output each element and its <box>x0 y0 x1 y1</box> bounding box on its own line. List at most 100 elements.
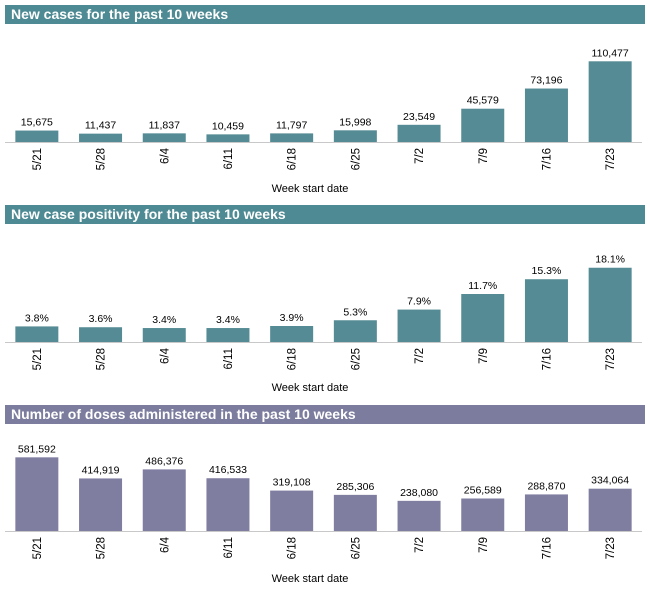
bar-7/2 <box>397 124 441 142</box>
x-tick-label: 6/25 <box>350 348 362 370</box>
data-label: 256,589 <box>464 484 502 496</box>
data-label: 581,592 <box>18 443 56 455</box>
bar-7/23 <box>588 488 632 531</box>
bar-7/16 <box>524 279 568 342</box>
x-tick-label: 7/23 <box>605 348 617 370</box>
bar-5/28 <box>79 133 123 142</box>
data-label: 110,477 <box>592 47 629 59</box>
data-label: 5.3% <box>343 306 367 318</box>
data-label: 11,797 <box>276 119 307 131</box>
chart-doses: 581,592 5/21 414,919 5/28 486,376 6/4 416,533 6… <box>5 443 642 559</box>
x-tick-label: 6/11 <box>223 537 235 559</box>
x-tick-label: 6/11 <box>223 148 235 170</box>
x-tick-label: 7/9 <box>478 537 490 553</box>
chart-panel-positivity: New case positivity for the past 10 week… <box>0 205 650 400</box>
data-label: 319,108 <box>273 477 311 489</box>
bar-6/4 <box>142 328 186 342</box>
bar-6/25 <box>333 130 377 142</box>
data-label: 23,549 <box>403 111 435 123</box>
bar-7/23 <box>588 267 632 342</box>
x-tick-label: 6/18 <box>287 537 299 559</box>
x-tick-label: 7/23 <box>605 148 617 170</box>
x-tick-label: 6/25 <box>350 537 362 559</box>
x-tick-label: 5/28 <box>96 537 108 559</box>
x-tick-label: 7/16 <box>541 537 553 559</box>
x-tick-label: 5/28 <box>96 348 108 370</box>
data-label: 11,437 <box>85 120 116 132</box>
x-tick-label: 6/18 <box>287 148 299 170</box>
x-tick-label: 7/16 <box>541 348 553 370</box>
bar-5/21 <box>15 326 59 342</box>
bar-7/9 <box>461 498 505 531</box>
chart-new-cases: 15,675 5/21 11,437 5/28 11,837 6/4 10,459 6/11 1… <box>5 47 642 170</box>
data-label: 18.1% <box>595 254 625 266</box>
bar-6/11 <box>206 134 250 142</box>
data-label: 414,919 <box>82 464 120 476</box>
x-tick-label: 7/9 <box>478 148 490 164</box>
bar-6/18 <box>270 490 314 531</box>
bar-7/16 <box>524 494 568 531</box>
x-tick-label: 7/9 <box>478 348 490 364</box>
bar-5/28 <box>79 327 123 342</box>
bar-5/21 <box>15 130 59 142</box>
bar-6/25 <box>333 494 377 531</box>
x-tick-label: 6/25 <box>350 148 362 170</box>
x-tick-label: 7/2 <box>414 537 426 553</box>
data-label: 15,675 <box>21 117 53 129</box>
data-label: 285,306 <box>336 481 374 493</box>
x-tick-label: 6/4 <box>159 147 171 164</box>
bar-6/11 <box>206 478 250 531</box>
x-tick-label: 5/21 <box>32 348 44 370</box>
x-tick-label: 5/21 <box>32 148 44 170</box>
bar-7/2 <box>397 309 441 342</box>
x-axis-title: Week start date <box>271 573 349 585</box>
chart-panel-new-cases: New cases for the past 10 weeks 15,675 5/… <box>0 5 650 195</box>
x-axis-title: Week start date <box>271 183 349 195</box>
bar-7/2 <box>397 500 441 531</box>
x-tick-label: 5/28 <box>96 148 108 170</box>
data-label: 3.8% <box>25 312 49 324</box>
data-label: 11,837 <box>149 119 180 131</box>
bar-7/23 <box>588 61 632 142</box>
x-tick-label: 6/18 <box>287 348 299 370</box>
chart-title: New case positivity for the past 10 week… <box>5 205 645 224</box>
bar-7/9 <box>461 294 505 342</box>
x-tick-label: 6/4 <box>159 536 171 553</box>
bar-6/25 <box>333 320 377 342</box>
bar-6/4 <box>142 469 186 531</box>
x-axis-title: Week start date <box>271 382 349 394</box>
data-label: 10,459 <box>212 120 244 132</box>
data-label: 288,870 <box>527 480 565 492</box>
bar-7/9 <box>461 108 505 142</box>
data-label: 416,533 <box>209 464 247 476</box>
chart-title: Number of doses administered in the past… <box>5 405 645 424</box>
bar-5/28 <box>79 478 123 531</box>
bar-7/16 <box>524 88 568 142</box>
data-label: 73,196 <box>530 75 562 87</box>
data-label: 3.4% <box>216 314 240 326</box>
data-label: 238,080 <box>400 487 438 499</box>
data-label: 3.6% <box>89 313 113 325</box>
x-tick-label: 5/21 <box>32 537 44 559</box>
data-label: 3.4% <box>152 314 176 326</box>
x-tick-label: 6/11 <box>223 348 235 370</box>
chart-panel-doses: Number of doses administered in the past… <box>0 405 650 593</box>
data-label: 11.7% <box>468 280 497 292</box>
bar-6/18 <box>270 326 314 342</box>
x-tick-label: 7/2 <box>414 148 426 164</box>
bar-6/4 <box>142 133 186 142</box>
data-label: 486,376 <box>145 455 183 467</box>
bar-6/18 <box>270 133 314 142</box>
x-tick-label: 6/4 <box>159 347 171 364</box>
data-label: 3.9% <box>280 312 304 324</box>
chart-title: New cases for the past 10 weeks <box>5 5 645 24</box>
x-tick-label: 7/2 <box>414 348 426 364</box>
data-label: 7.9% <box>407 296 431 308</box>
x-tick-label: 7/16 <box>541 148 553 170</box>
data-label: 15,998 <box>339 116 371 128</box>
data-label: 15.3% <box>532 265 562 277</box>
data-label: 45,579 <box>467 95 499 107</box>
bar-5/21 <box>15 457 59 531</box>
x-tick-label: 7/23 <box>605 537 617 559</box>
bar-6/11 <box>206 328 250 342</box>
